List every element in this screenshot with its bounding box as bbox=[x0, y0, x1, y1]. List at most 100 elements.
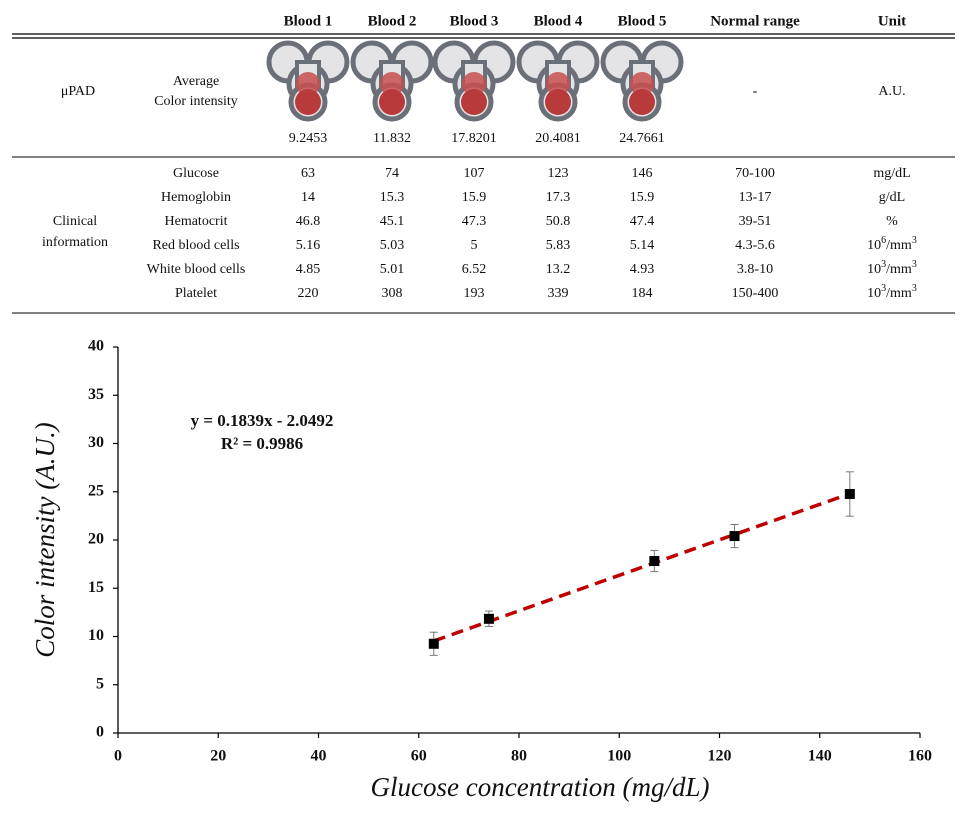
cell: 14 bbox=[301, 190, 315, 205]
pad-spot bbox=[461, 89, 487, 115]
point bbox=[483, 613, 494, 624]
cell: 5.03 bbox=[380, 238, 405, 253]
cell: 45.1 bbox=[380, 214, 405, 229]
cell: 11.832 bbox=[373, 131, 411, 146]
cell: 5.16 bbox=[296, 238, 321, 253]
x-tick-label: 100 bbox=[607, 748, 631, 765]
cell: 193 bbox=[464, 286, 485, 301]
unit-part: mg/dL bbox=[873, 166, 910, 181]
row-label: Hemoglobin bbox=[161, 190, 231, 205]
y-tick-label: 25 bbox=[88, 482, 104, 499]
cell: 13.2 bbox=[546, 262, 571, 277]
x-tick-label: 60 bbox=[411, 748, 427, 765]
cell: 107 bbox=[464, 166, 485, 181]
unit: 103/mm3 bbox=[867, 283, 917, 301]
cell: 4.3-5.6 bbox=[735, 238, 775, 253]
cell: 146 bbox=[632, 166, 653, 181]
unit: 103/mm3 bbox=[867, 259, 917, 277]
y-axis-title: Color intensity (A.U.) bbox=[30, 422, 60, 657]
unit: % bbox=[886, 214, 898, 229]
row-group: μPAD bbox=[61, 84, 95, 99]
column-header: Blood 3 bbox=[450, 13, 499, 29]
cell: 70-100 bbox=[735, 166, 775, 181]
x-tick-label: 160 bbox=[908, 748, 932, 765]
pad-spot bbox=[379, 89, 405, 115]
table-lines bbox=[12, 33, 955, 314]
y-tick-label: 0 bbox=[96, 724, 104, 741]
cell: 339 bbox=[548, 286, 569, 301]
column-header: Blood 5 bbox=[618, 13, 667, 29]
cell: 4.93 bbox=[630, 262, 655, 277]
row-label: Red blood cells bbox=[152, 238, 239, 253]
point bbox=[428, 638, 439, 649]
y-tick-label: 10 bbox=[88, 627, 104, 644]
column-header: Blood 1 bbox=[284, 13, 333, 29]
cell: 47.4 bbox=[630, 214, 655, 229]
y-tick-label: 15 bbox=[88, 579, 104, 596]
cell: 20.4081 bbox=[535, 131, 581, 146]
x-tick-label: 0 bbox=[114, 748, 122, 765]
cell: 184 bbox=[632, 286, 653, 301]
pad-spot bbox=[629, 89, 655, 115]
unit-part: 3 bbox=[912, 235, 917, 246]
row-label: Hematocrit bbox=[165, 214, 228, 229]
annotation: y = 0.1839x - 2.0492 bbox=[191, 411, 334, 430]
y-tick-label: 40 bbox=[88, 338, 104, 355]
unit: mg/dL bbox=[873, 166, 910, 181]
cell: 50.8 bbox=[546, 214, 571, 229]
x-tick-label: 140 bbox=[808, 748, 832, 765]
unit-part: 6 bbox=[881, 235, 886, 246]
cell: 6.52 bbox=[462, 262, 487, 277]
column-header: Normal range bbox=[710, 13, 800, 29]
unit-part: % bbox=[886, 214, 898, 229]
cell: 15.9 bbox=[462, 190, 487, 205]
cell: 15.9 bbox=[630, 190, 655, 205]
pad-spot bbox=[630, 72, 654, 96]
cell: 5.01 bbox=[380, 262, 405, 277]
cell: 150-400 bbox=[732, 286, 779, 301]
upad-image bbox=[266, 40, 350, 122]
cell: 74 bbox=[385, 166, 399, 181]
unit-part: 10 bbox=[867, 286, 881, 301]
unit-part: 10 bbox=[867, 238, 881, 253]
axes bbox=[117, 347, 920, 734]
unit: A.U. bbox=[878, 84, 905, 99]
pad-spot bbox=[295, 89, 321, 115]
unit-part: 3 bbox=[881, 283, 886, 294]
trendline bbox=[433, 492, 851, 643]
row-label: White blood cells bbox=[147, 262, 246, 277]
cell: 17.3 bbox=[546, 190, 571, 205]
cell: 308 bbox=[382, 286, 403, 301]
point bbox=[844, 489, 855, 500]
pad-spot bbox=[462, 72, 486, 96]
upad-image bbox=[600, 40, 684, 122]
y-tick-label: 35 bbox=[88, 386, 104, 403]
row-label: Color intensity bbox=[154, 94, 238, 109]
cell: 24.7661 bbox=[619, 131, 665, 146]
cell: 220 bbox=[298, 286, 319, 301]
column-header: Blood 2 bbox=[368, 13, 417, 29]
pad-spot bbox=[545, 89, 571, 115]
annotation: R² = 0.9986 bbox=[221, 434, 303, 453]
pad-spot bbox=[546, 72, 570, 96]
cell: 15.3 bbox=[380, 190, 405, 205]
x-tick-label: 20 bbox=[210, 748, 226, 765]
pad-spot bbox=[380, 72, 404, 96]
unit-part: 10 bbox=[867, 262, 881, 277]
cell: 63 bbox=[301, 166, 315, 181]
unit-part: 3 bbox=[912, 259, 917, 270]
x-tick-label: 80 bbox=[511, 748, 527, 765]
cell: 123 bbox=[548, 166, 569, 181]
unit-part: A.U. bbox=[878, 84, 905, 99]
x-tick-label: 40 bbox=[311, 748, 327, 765]
cell: 4.85 bbox=[296, 262, 321, 277]
unit: g/dL bbox=[879, 190, 905, 205]
cell: 3.8-10 bbox=[737, 262, 773, 277]
row-group: Clinical bbox=[53, 214, 97, 229]
upad-image bbox=[432, 40, 516, 122]
point bbox=[729, 531, 740, 542]
cell: 46.8 bbox=[296, 214, 321, 229]
upad-image bbox=[350, 40, 434, 122]
column-header: Blood 4 bbox=[534, 13, 583, 29]
